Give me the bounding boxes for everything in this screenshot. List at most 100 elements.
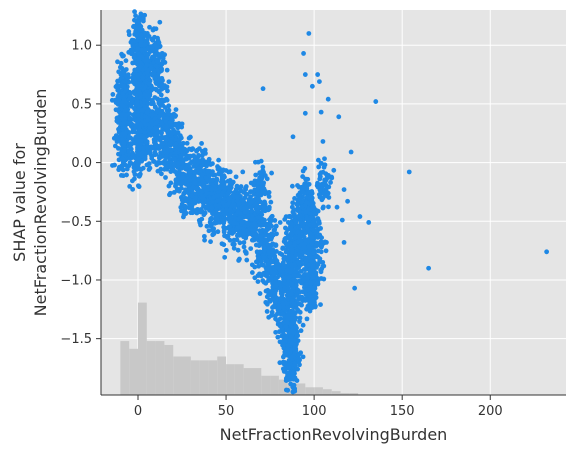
histogram-bar (164, 344, 174, 395)
scatter-point (152, 125, 158, 131)
scatter-point (317, 187, 323, 193)
y-tick-label: 0.5 (71, 97, 92, 112)
scatter-point (188, 199, 194, 205)
x-tick-label: 50 (218, 404, 235, 419)
x-tick-label: 200 (478, 404, 503, 419)
y-axis-label-line-1: SHAP value for (10, 143, 29, 262)
scatter-point (197, 176, 203, 182)
y-tick-label: 1.0 (71, 39, 92, 54)
scatter-point (306, 217, 312, 223)
scatter-point (289, 231, 294, 237)
scatter-point (136, 184, 142, 190)
histogram-bar (155, 341, 165, 395)
scatter-point (306, 262, 312, 268)
scatter-point (165, 146, 171, 152)
scatter-point (252, 227, 257, 233)
scatter-point (292, 361, 298, 367)
histogram-bar (199, 360, 209, 395)
scatter-point (238, 188, 244, 194)
scatter-point (147, 81, 152, 87)
scatter-point (176, 188, 182, 194)
scatter-point (147, 24, 152, 30)
scatter-point (318, 269, 324, 275)
scatter-point (260, 168, 266, 174)
scatter-point (265, 242, 271, 248)
scatter-point (269, 213, 275, 219)
scatter-point (286, 214, 292, 219)
scatter-point (288, 308, 294, 314)
scatter-points (109, 9, 550, 395)
scatter-point (263, 280, 269, 286)
scatter-point (134, 99, 140, 105)
scatter-point (300, 354, 306, 360)
scatter-point (286, 365, 292, 371)
scatter-point (206, 178, 212, 184)
scatter-point (257, 241, 263, 247)
scatter-point (136, 151, 142, 157)
scatter-point (157, 137, 163, 143)
scatter-point (262, 199, 267, 205)
scatter-point (289, 340, 294, 346)
histogram-bar (270, 375, 279, 395)
scatter-point (238, 215, 244, 221)
scatter-point (316, 164, 322, 170)
scatter-point (264, 309, 270, 314)
scatter-point (328, 180, 333, 185)
scatter-point (288, 227, 294, 232)
scatter-point (234, 183, 240, 189)
scatter-point (196, 168, 202, 174)
scatter-point (214, 178, 220, 183)
scatter-point (216, 157, 222, 163)
y-tick-label: −1.0 (60, 273, 92, 288)
scatter-point (163, 155, 169, 161)
scatter-point (174, 145, 180, 151)
scatter-point (249, 270, 255, 275)
histogram-bar (261, 375, 271, 395)
scatter-point (306, 292, 312, 297)
scatter-point (155, 59, 161, 65)
scatter-point (220, 218, 226, 224)
axes (96, 10, 566, 400)
scatter-point (267, 292, 273, 298)
scatter-point (178, 204, 184, 210)
scatter-point (285, 281, 290, 287)
scatter-point (179, 121, 185, 127)
scatter-point (127, 184, 133, 189)
scatter-point (256, 256, 261, 262)
scatter-point (304, 316, 310, 322)
scatter-point (318, 161, 324, 166)
scatter-point (315, 72, 321, 77)
scatter-point (149, 112, 155, 118)
scatter-point (253, 172, 259, 178)
histogram-bar (226, 364, 235, 395)
scatter-point (224, 207, 229, 213)
scatter-point (230, 241, 236, 247)
scatter-point (336, 114, 342, 120)
scatter-point (239, 197, 245, 203)
scatter-point (245, 220, 250, 226)
scatter-point (334, 204, 340, 210)
scatter-point (135, 46, 140, 52)
scatter-point (153, 47, 159, 53)
scatter-point (145, 101, 151, 107)
scatter-point (406, 169, 412, 175)
scatter-point (272, 299, 278, 305)
scatter-point (120, 156, 126, 162)
scatter-point (118, 72, 124, 77)
scatter-point (226, 224, 232, 230)
y-tick-label: 0.0 (71, 156, 92, 171)
scatter-point (122, 107, 128, 113)
scatter-point (238, 184, 244, 189)
scatter-point (280, 354, 286, 360)
scatter-point (269, 231, 275, 237)
scatter-point (311, 222, 317, 228)
scatter-point (121, 97, 127, 102)
scatter-point (133, 13, 138, 19)
scatter-point (266, 194, 272, 199)
scatter-point (192, 169, 197, 175)
scatter-point (289, 204, 295, 210)
scatter-point (211, 226, 217, 232)
scatter-point (121, 83, 127, 89)
scatter-point (261, 244, 267, 250)
scatter-point (303, 259, 309, 265)
